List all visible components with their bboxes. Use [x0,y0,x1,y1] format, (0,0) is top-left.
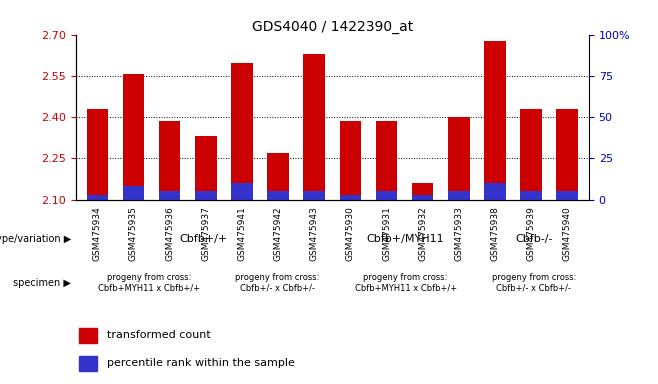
Text: specimen ▶: specimen ▶ [13,278,71,288]
Text: progeny from cross:
Cbfb+MYH11 x Cbfb+/+: progeny from cross: Cbfb+MYH11 x Cbfb+/+ [98,273,200,293]
Text: progeny from cross:
Cbfb+MYH11 x Cbfb+/+: progeny from cross: Cbfb+MYH11 x Cbfb+/+ [355,273,457,293]
Text: Cbfb+/MYH11: Cbfb+/MYH11 [367,234,444,244]
Bar [122,187,144,200]
Bar [376,121,397,200]
Bar [484,183,506,200]
Bar [303,192,325,200]
Text: Cbfb-/-: Cbfb-/- [515,234,553,244]
Text: percentile rank within the sample: percentile rank within the sample [107,358,295,368]
Bar [79,356,97,371]
Bar [159,192,180,200]
Bar [86,195,108,200]
Bar [195,192,216,200]
Bar [267,153,289,200]
Bar [303,54,325,200]
Bar [86,109,108,200]
Bar [412,183,434,200]
Bar [520,109,542,200]
Bar [484,41,506,200]
Bar [79,328,97,343]
Bar [231,183,253,200]
Bar [557,192,578,200]
Text: Cbfb+/+: Cbfb+/+ [180,234,228,244]
Bar [412,195,434,200]
Bar [520,192,542,200]
Title: GDS4040 / 1422390_at: GDS4040 / 1422390_at [251,20,413,33]
Bar [340,195,361,200]
Text: progeny from cross:
Cbfb+/- x Cbfb+/-: progeny from cross: Cbfb+/- x Cbfb+/- [235,273,320,293]
Bar [122,74,144,200]
Bar [159,121,180,200]
Bar [231,63,253,200]
Text: genotype/variation ▶: genotype/variation ▶ [0,234,71,244]
Bar [195,136,216,200]
Bar [376,192,397,200]
Text: transformed count: transformed count [107,331,211,341]
Bar [448,192,470,200]
Bar [267,192,289,200]
Bar [448,117,470,200]
Text: progeny from cross:
Cbfb+/- x Cbfb+/-: progeny from cross: Cbfb+/- x Cbfb+/- [492,273,576,293]
Bar [340,121,361,200]
Bar [557,109,578,200]
